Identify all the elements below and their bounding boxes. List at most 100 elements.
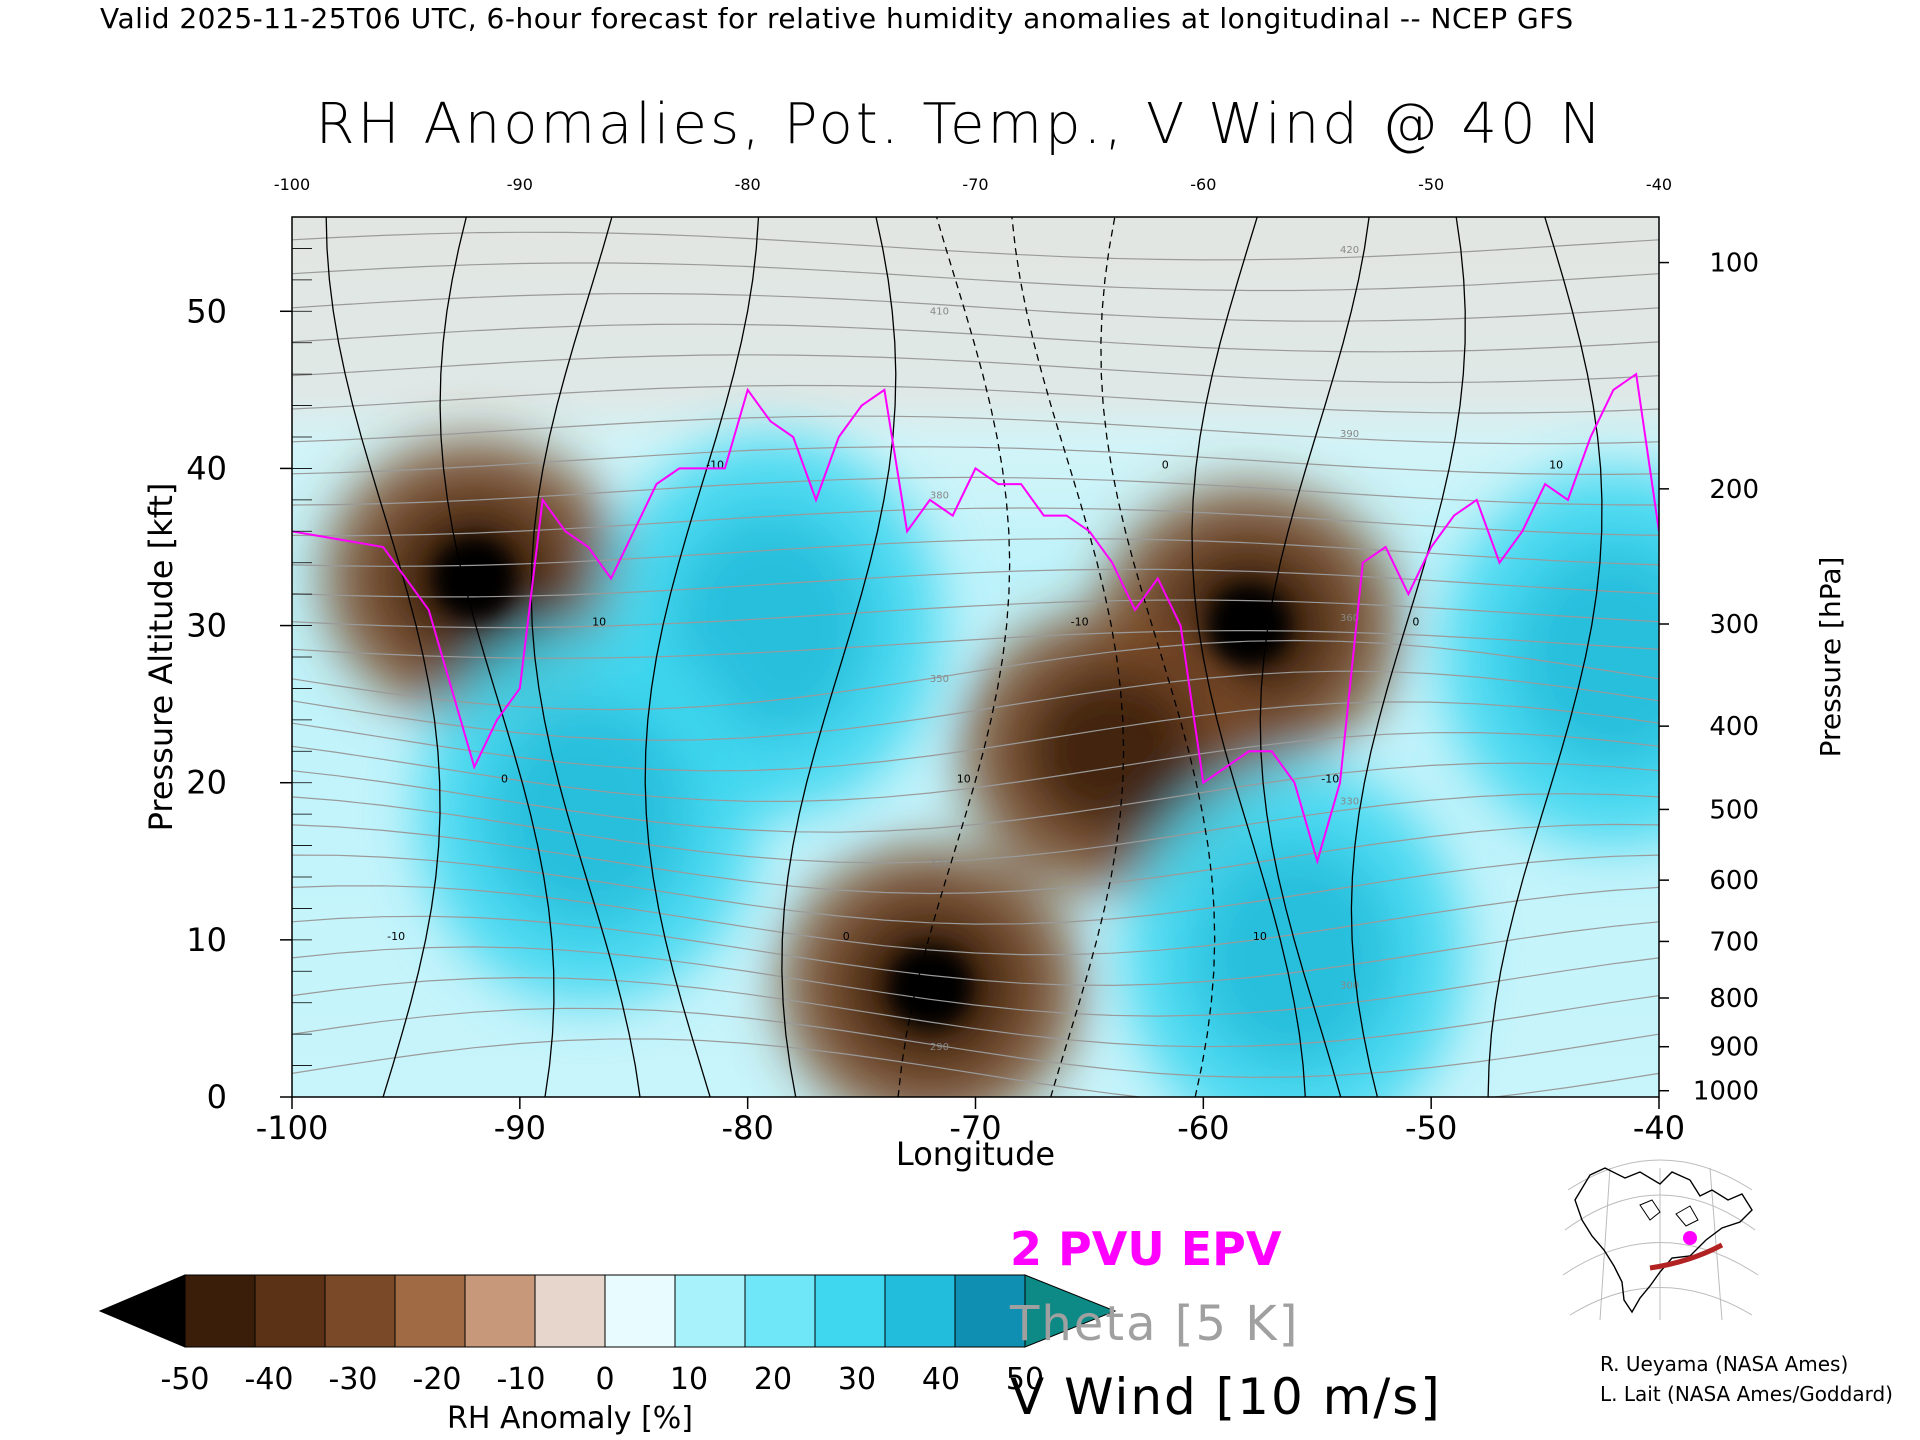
x-top-tick-label: -100 [274, 175, 310, 194]
vwind-label: 0 [1162, 458, 1169, 471]
rh-region-extreme [1206, 583, 1291, 668]
y-right-tick-label: 900 [1709, 1033, 1759, 1063]
theta-contour [292, 976, 1659, 1048]
theta-contour [292, 701, 1659, 772]
y-right-tick-label: 300 [1709, 610, 1759, 640]
theta-contour [292, 354, 1659, 384]
x-tick-label: -40 [1633, 1109, 1685, 1147]
x-top-tick-label: -90 [507, 175, 533, 194]
colorbar-tick-label: 30 [838, 1362, 876, 1397]
chart-title: RH Anomalies, Pot. Temp., V Wind @ 40 N [315, 92, 1605, 157]
colorbar-tick-label: 40 [922, 1362, 960, 1397]
y-tick-label: 20 [186, 764, 227, 802]
theta-contour [292, 507, 1659, 537]
rh-region-core [1192, 841, 1397, 1070]
theta-contour [292, 946, 1659, 1017]
colorbar-tick-label: 50 [1006, 1362, 1044, 1397]
vwind-label: 10 [1253, 930, 1267, 943]
colorbar-box [884, 1274, 956, 1348]
vwind-contour [1487, 217, 1603, 1097]
inset-map [1560, 1159, 1760, 1321]
vwind-label: 0 [843, 930, 850, 943]
theta-contour [292, 231, 1659, 261]
colorbar-tick-label: -20 [413, 1362, 462, 1397]
theta-contours: 2903003103203303403503603703803904004104… [292, 231, 1769, 1097]
x-top-tick-label: -60 [1190, 175, 1216, 194]
theta-label: 290 [930, 1042, 949, 1053]
theta-contour [292, 670, 1659, 741]
vwind-contour [1100, 217, 1216, 1097]
colorbar-box [744, 1274, 816, 1348]
theta-contour [292, 262, 1659, 292]
credit-lait: L. Lait (NASA Ames/Goddard) [1600, 1382, 1893, 1406]
y-right-axis-title: Pressure [hPa] [1814, 557, 1847, 758]
colorbar-boxes [98, 1274, 1117, 1348]
colorbar: -50 -40 -30 -20 -10 0 10 20 30 40 50 RH Anomaly [%… [98, 1274, 1117, 1436]
vwind-label: 10 [1549, 458, 1563, 471]
colorbar-box [534, 1274, 606, 1348]
y-right-tick-label: 100 [1709, 249, 1759, 279]
rh-region-extreme [887, 945, 972, 1029]
vwind-contour [897, 217, 1011, 1097]
theta-contour [292, 323, 1659, 353]
legend-theta: Theta [5 K] [1010, 1296, 1300, 1352]
theta-label: 360 [1340, 613, 1359, 624]
theta-contour [292, 731, 1659, 803]
y-right-tick-label: 500 [1709, 795, 1759, 825]
colorbar-box [464, 1274, 536, 1348]
rh-region-core [486, 700, 691, 929]
rh-region-extreme [432, 536, 517, 621]
y-axis-title: Pressure Altitude [kft] [142, 483, 180, 832]
vwind-contours: -10 0 10 -10 0 10 -10 0 10 -10 0 10 [325, 217, 1603, 1097]
x-axis-title: Longitude [896, 1135, 1055, 1173]
colorbar-box [254, 1274, 326, 1348]
axes: -100 -90 -80 -70 -60 -50 -40-100 -90 -80 -70 -60 -5… [142, 175, 1847, 1173]
theta-label: 400 [1750, 368, 1769, 379]
vwind-label: 0 [501, 773, 508, 786]
theta-contour [292, 599, 1659, 629]
vwind-contour [530, 217, 641, 1097]
theta-contour [292, 476, 1659, 506]
theta-label: 390 [1340, 429, 1359, 440]
x-tick-label: -80 [722, 1109, 774, 1147]
y-right-tick-label: 800 [1709, 984, 1759, 1014]
colorbar-tick-label: -40 [245, 1362, 294, 1397]
colorbar-extend-low [98, 1274, 186, 1348]
x-tick-label: -70 [949, 1109, 1001, 1147]
y-right-tick-label: 1000 [1693, 1077, 1759, 1107]
vwind-label: -10 [387, 930, 405, 943]
theta-contour [292, 1007, 1659, 1078]
colorbar-extend-high [1024, 1274, 1117, 1348]
y-right-tick-label: 400 [1709, 712, 1759, 742]
colorbar-tick-label: 20 [754, 1362, 792, 1397]
vwind-label: -10 [1321, 773, 1339, 786]
theta-label: 320 [930, 858, 949, 869]
rh-region-core [668, 511, 873, 740]
y-tick-label: 40 [186, 449, 227, 487]
credit-ueyama: R. Ueyama (NASA Ames) [1600, 1352, 1849, 1376]
vwind-contour [1191, 217, 1306, 1097]
theta-contour [292, 823, 1659, 895]
theta-label: 380 [930, 490, 949, 501]
x-tick-label: -50 [1405, 1109, 1457, 1147]
vwind-contour [325, 217, 441, 1097]
theta-contour [292, 915, 1659, 987]
colorbar-box [604, 1274, 676, 1348]
theta-contour [292, 415, 1659, 445]
vwind-contour [1350, 217, 1466, 1097]
vwind-contour [644, 217, 760, 1097]
pvu-2-line [292, 372, 1659, 865]
theta-label: 330 [1340, 797, 1359, 808]
colorbar-tick-label: -30 [329, 1362, 378, 1397]
y-tick-label: 50 [186, 292, 227, 330]
valid-time-header: Valid 2025-11-25T06 UTC, 6-hour forecast… [100, 2, 1574, 35]
vwind-contour [781, 217, 897, 1097]
theta-contour [292, 639, 1659, 711]
plot-area: 2903003103203303403503603703803904004104… [291, 216, 1769, 1098]
pvu-contour [292, 372, 1659, 865]
theta-contour [292, 793, 1659, 864]
theta-label: 410 [930, 306, 949, 317]
theta-contour [292, 762, 1659, 833]
y-tick-label: 10 [186, 921, 227, 959]
